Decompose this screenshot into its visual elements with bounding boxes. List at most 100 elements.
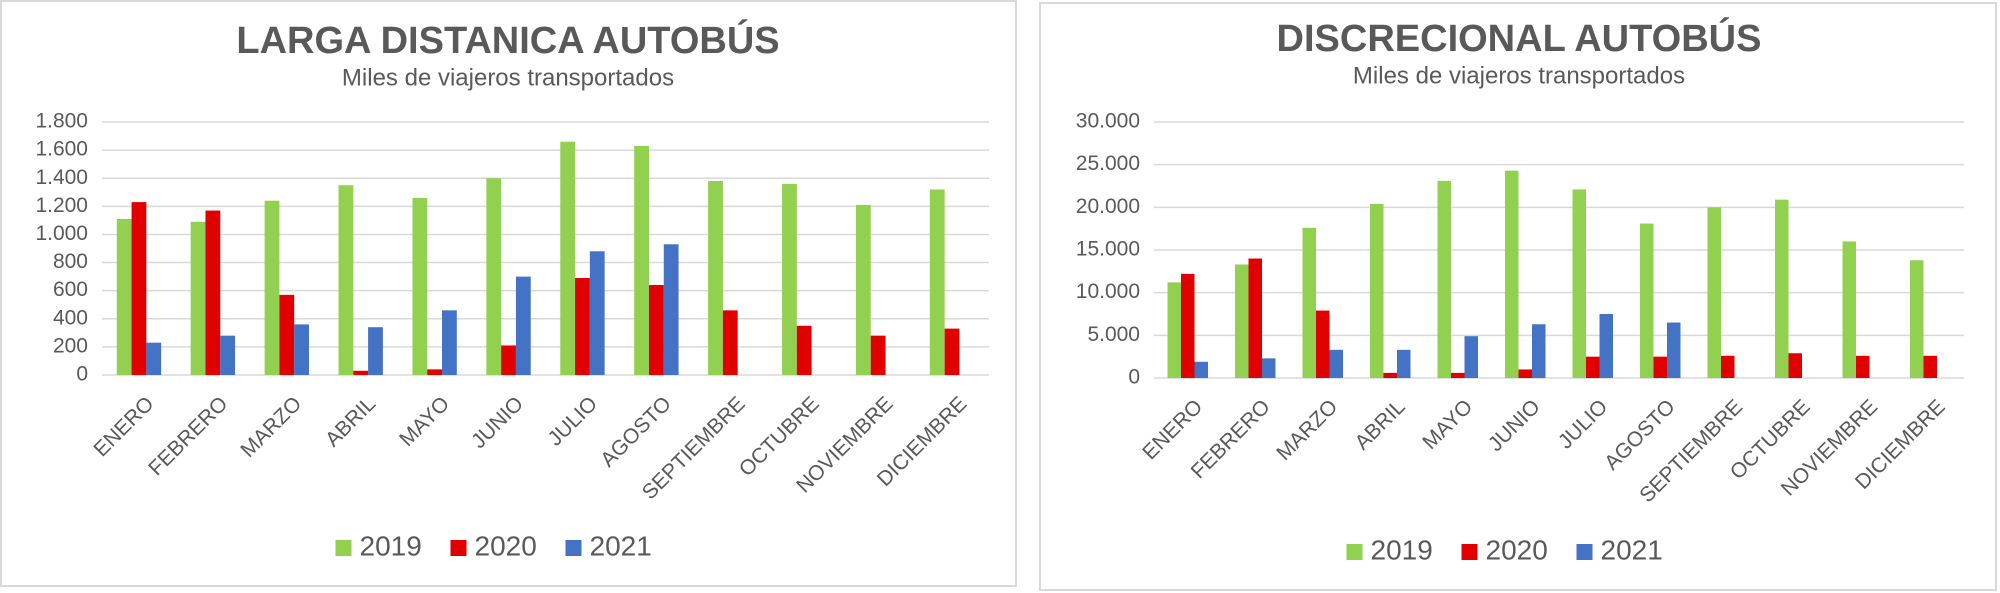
bar xyxy=(353,370,369,375)
bar xyxy=(870,335,886,375)
bar xyxy=(501,345,516,375)
bar xyxy=(1910,260,1924,378)
chart-subtitle: Miles de viajeros transportados xyxy=(342,64,674,91)
bar xyxy=(146,342,162,375)
x-tick-label: FEBRERO xyxy=(144,392,232,480)
legend-label: 2019 xyxy=(1371,534,1433,565)
bar xyxy=(1464,336,1478,378)
y-tick-label: 20.000 xyxy=(1076,195,1140,218)
y-tick-label: 1.200 xyxy=(35,194,88,217)
bar xyxy=(1653,356,1667,378)
bar xyxy=(929,189,945,375)
bar xyxy=(634,145,649,375)
bar xyxy=(796,325,812,375)
bar xyxy=(1599,314,1613,378)
bar xyxy=(1788,353,1802,378)
bar xyxy=(515,276,531,375)
y-tick-label: 30.000 xyxy=(1076,110,1140,133)
bar xyxy=(1302,227,1316,378)
bar xyxy=(1667,322,1681,378)
y-tick-label: 0 xyxy=(76,363,88,386)
bar xyxy=(1721,355,1735,378)
x-tick-label: JUNIO xyxy=(1484,395,1545,456)
x-tick-label: JUNIO xyxy=(467,392,528,453)
bar xyxy=(1923,355,1937,378)
bar xyxy=(1451,372,1465,378)
bar xyxy=(855,204,871,375)
chart-subtitle: Miles de viajeros transportados xyxy=(1353,62,1685,89)
y-tick-label: 10.000 xyxy=(1076,280,1140,303)
y-tick-label: 800 xyxy=(53,250,88,273)
bar xyxy=(1856,355,1870,378)
bar xyxy=(1167,282,1181,378)
bar xyxy=(782,183,797,375)
bar xyxy=(368,327,383,375)
bar xyxy=(1707,207,1721,378)
legend-swatch xyxy=(335,540,352,556)
chart-frame xyxy=(0,0,1017,587)
y-tick-label: 5.000 xyxy=(1087,323,1140,346)
bar xyxy=(648,285,664,375)
bar xyxy=(1397,349,1411,378)
bar xyxy=(722,310,738,375)
bar xyxy=(220,335,236,375)
legend-swatch xyxy=(450,540,467,556)
y-tick-label: 1.600 xyxy=(35,138,88,161)
bar xyxy=(1370,203,1384,378)
bar xyxy=(1572,189,1586,378)
y-tick-label: 15.000 xyxy=(1076,238,1140,261)
legend-swatch xyxy=(1461,544,1478,560)
chart-title: DISCRECIONAL AUTOBÚS xyxy=(1277,16,1762,60)
bar xyxy=(190,221,206,375)
legend-label: 2019 xyxy=(360,530,422,561)
x-tick-label: AGOSTO xyxy=(596,392,676,472)
x-tick-label: JULIO xyxy=(544,392,602,450)
bar xyxy=(1194,361,1208,378)
bar xyxy=(944,328,960,375)
y-tick-label: 1.800 xyxy=(35,110,88,133)
bar xyxy=(131,202,147,375)
x-tick-label: ABRIL xyxy=(321,392,380,451)
bar xyxy=(1775,199,1789,378)
bar xyxy=(1842,241,1856,378)
bar xyxy=(116,218,132,375)
bar xyxy=(279,294,295,375)
x-tick-label: JULIO xyxy=(1554,395,1612,453)
x-tick-label: MAYO xyxy=(1418,395,1477,454)
legend-swatch xyxy=(1576,544,1593,560)
x-tick-label: ENERO xyxy=(89,392,158,461)
legend-label: 2020 xyxy=(1486,534,1548,565)
legend-label: 2020 xyxy=(475,530,537,561)
y-tick-label: 1.400 xyxy=(35,166,88,189)
bar xyxy=(708,181,723,375)
legend-label: 2021 xyxy=(1601,534,1663,565)
bar xyxy=(486,178,502,375)
y-tick-label: 0 xyxy=(1128,366,1140,389)
bar xyxy=(1329,349,1343,378)
bar xyxy=(1518,369,1532,378)
bar xyxy=(1586,356,1600,378)
y-tick-label: 400 xyxy=(53,306,88,329)
bar xyxy=(294,324,309,375)
x-tick-label: ENERO xyxy=(1138,395,1207,464)
y-tick-label: 1.000 xyxy=(35,222,88,245)
bar xyxy=(1316,310,1330,378)
bar xyxy=(1383,372,1397,378)
x-tick-label: ABRIL xyxy=(1351,395,1410,454)
x-tick-label: MAYO xyxy=(395,392,454,451)
x-tick-label: MARZO xyxy=(1272,395,1342,465)
y-tick-label: 600 xyxy=(53,278,88,301)
bar xyxy=(589,251,605,375)
bar xyxy=(1640,223,1654,378)
bar xyxy=(575,278,590,375)
bar xyxy=(412,197,428,375)
bar xyxy=(1235,264,1249,378)
y-tick-label: 200 xyxy=(53,334,88,357)
bar xyxy=(442,310,457,375)
bar xyxy=(1262,358,1276,378)
bar xyxy=(1505,170,1519,378)
x-tick-label: MARZO xyxy=(236,392,306,462)
legend-swatch xyxy=(565,540,582,556)
bar xyxy=(338,185,354,375)
